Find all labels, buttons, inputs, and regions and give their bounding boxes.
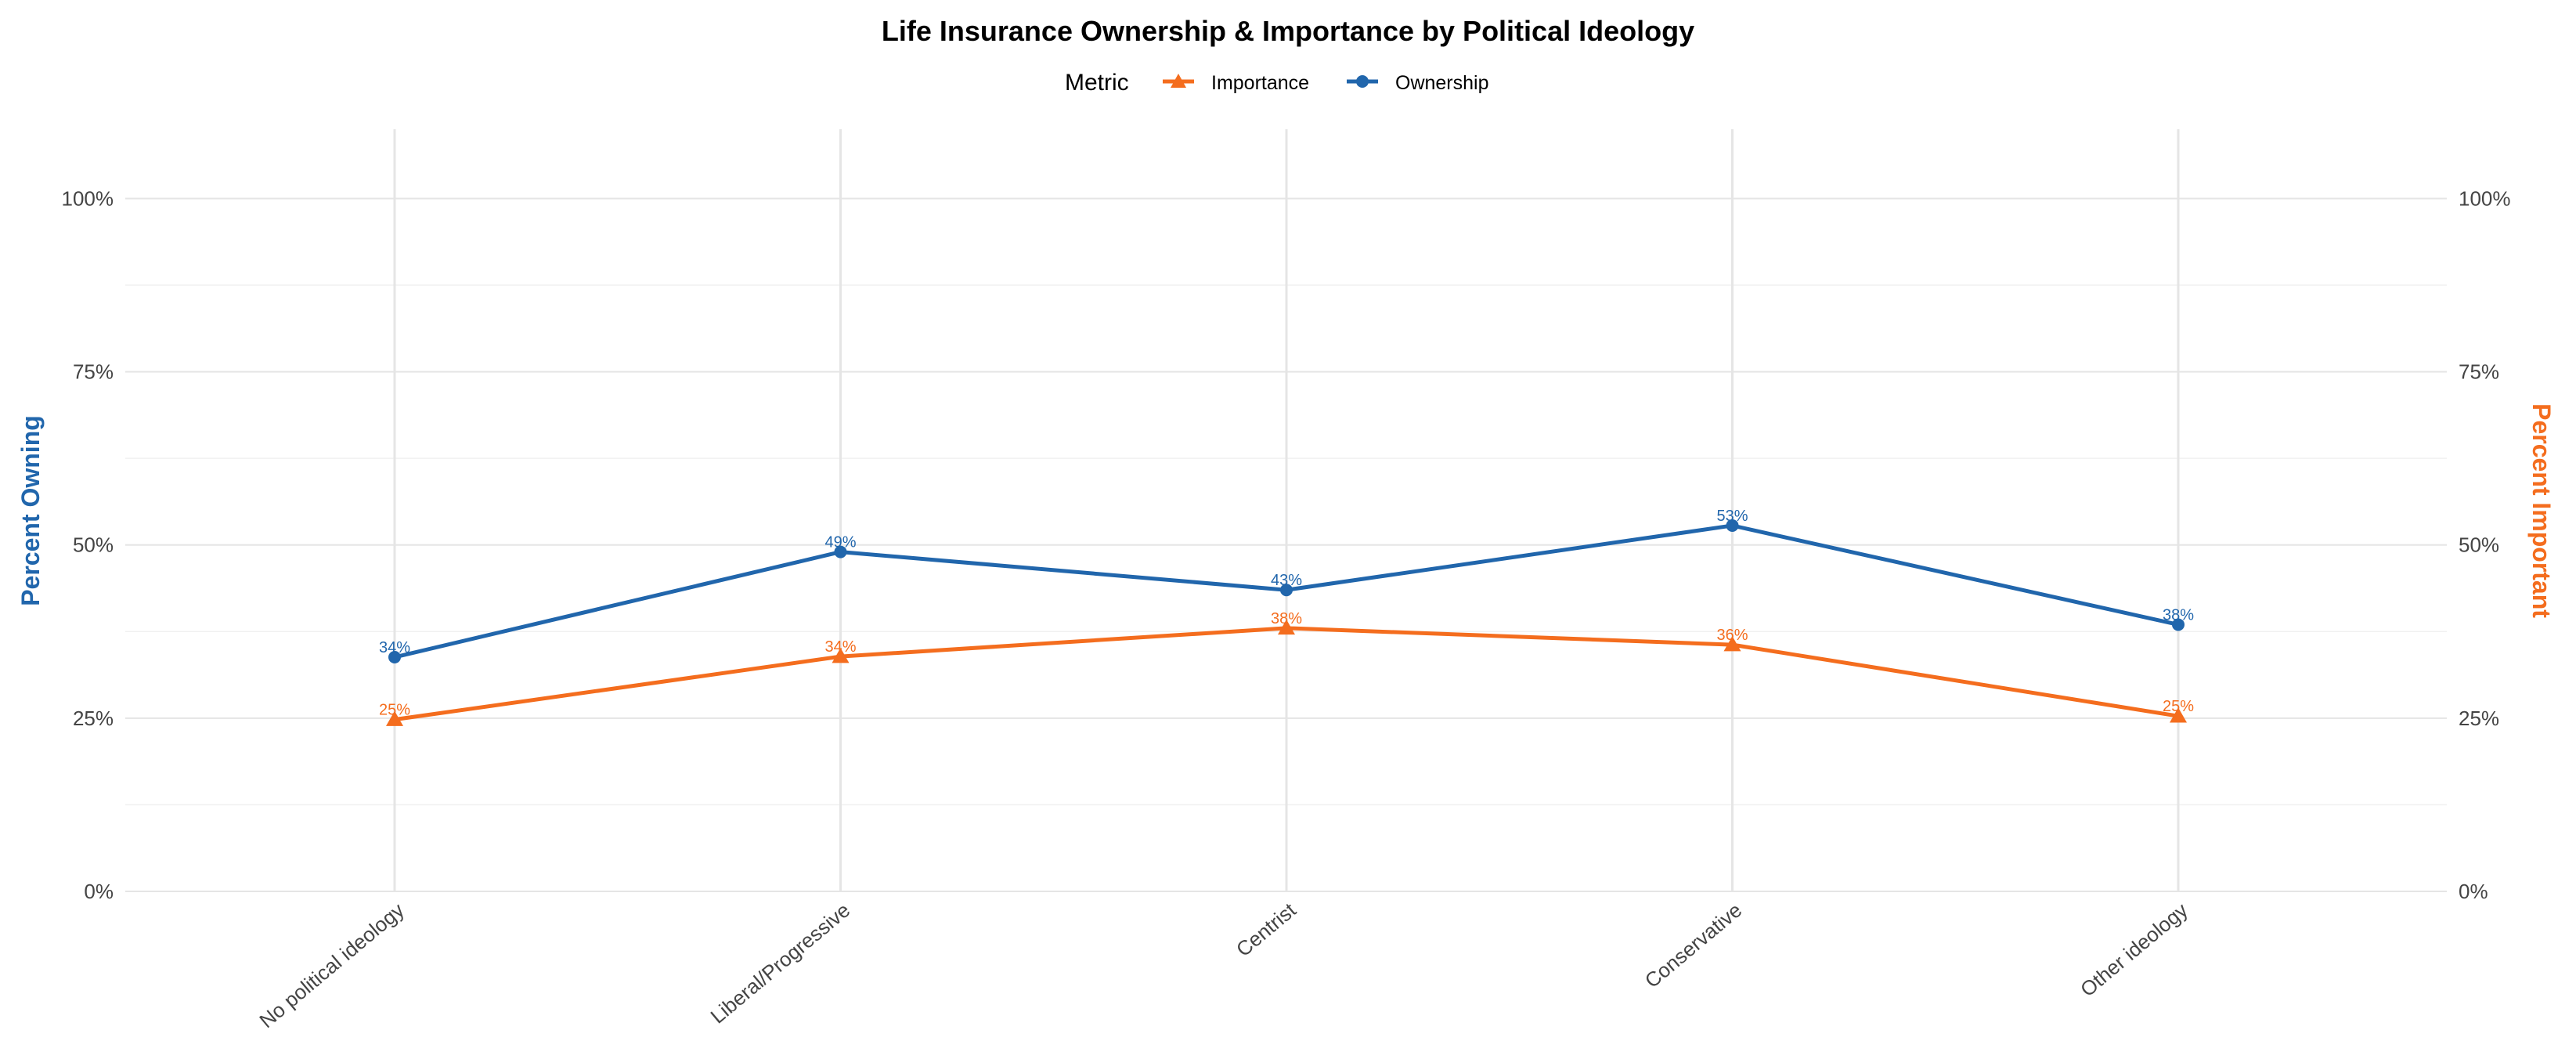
y-tick-label-left: 75% (73, 360, 114, 384)
y-tick-label-left: 25% (73, 707, 114, 730)
data-label-importance: 25% (2163, 698, 2194, 715)
data-label-ownership: 43% (1271, 572, 1302, 589)
point-importance (386, 710, 403, 726)
y-axis-left: 0% 25% 50% 75% 100% (62, 186, 114, 903)
data-label-importance: 36% (1716, 627, 1748, 644)
x-tick-label: Liberal/Progressive (706, 898, 855, 1028)
legend: Metric Importance Ownership (1065, 70, 1489, 96)
y-tick-label-right: 75% (2459, 360, 2499, 384)
point-ownership (834, 545, 847, 558)
data-label-ownership: 34% (379, 639, 410, 656)
legend-item-ownership: Ownership (1347, 72, 1489, 94)
point-ownership (2172, 618, 2185, 631)
legend-ownership-label: Ownership (1395, 72, 1489, 94)
y-axis-right-title: Percent Important (2527, 403, 2556, 618)
x-tick-label: Conservative (1640, 898, 1747, 993)
data-label-ownership: 53% (1716, 508, 1748, 525)
point-ownership (1726, 519, 1739, 532)
y-axis-right: 0% 25% 50% 75% 100% (2459, 186, 2511, 903)
point-ownership (388, 651, 401, 664)
data-label-ownership: 38% (2163, 606, 2194, 624)
series-ownership: 34% 49% 43% 53% 38% (379, 508, 2194, 664)
y-tick-label-left: 50% (73, 533, 114, 557)
y-tick-label-right: 50% (2459, 533, 2499, 557)
y-tick-label-right: 100% (2459, 186, 2511, 210)
y-tick-label-left: 100% (62, 186, 114, 210)
data-label-importance: 25% (379, 702, 410, 719)
grid (125, 129, 2447, 892)
y-tick-label-right: 0% (2459, 880, 2488, 903)
x-tick-label: Other ideology (2076, 898, 2192, 1002)
point-ownership (1280, 584, 1293, 597)
point-importance (1723, 636, 1741, 652)
legend-item-importance: Importance (1163, 72, 1309, 94)
point-importance (2170, 707, 2187, 723)
series-importance: 25% 34% 38% 36% 25% (379, 610, 2194, 726)
y-tick-label-right: 25% (2459, 707, 2499, 730)
point-importance (1278, 619, 1295, 635)
data-label-importance: 38% (1271, 610, 1302, 627)
legend-importance-triangle-icon (1171, 74, 1186, 88)
x-tick-label: No political ideology (254, 898, 408, 1033)
legend-ownership-circle-icon (1356, 75, 1369, 88)
data-label-ownership: 49% (824, 534, 856, 551)
x-tick-label: Centrist (1232, 898, 1301, 961)
y-tick-label-left: 0% (84, 880, 114, 903)
legend-importance-label: Importance (1211, 72, 1309, 94)
legend-title: Metric (1065, 70, 1129, 96)
chart-title: Life Insurance Ownership & Importance by… (882, 15, 1694, 47)
x-axis: No political ideology Liberal/Progressive… (254, 898, 2192, 1032)
series-layer: 34% 49% 43% 53% 38% 25% 34% 38% 36% 25% (379, 508, 2194, 726)
point-importance (832, 648, 850, 663)
data-label-importance: 34% (824, 638, 856, 656)
y-axis-left-title: Percent Owning (16, 415, 45, 606)
